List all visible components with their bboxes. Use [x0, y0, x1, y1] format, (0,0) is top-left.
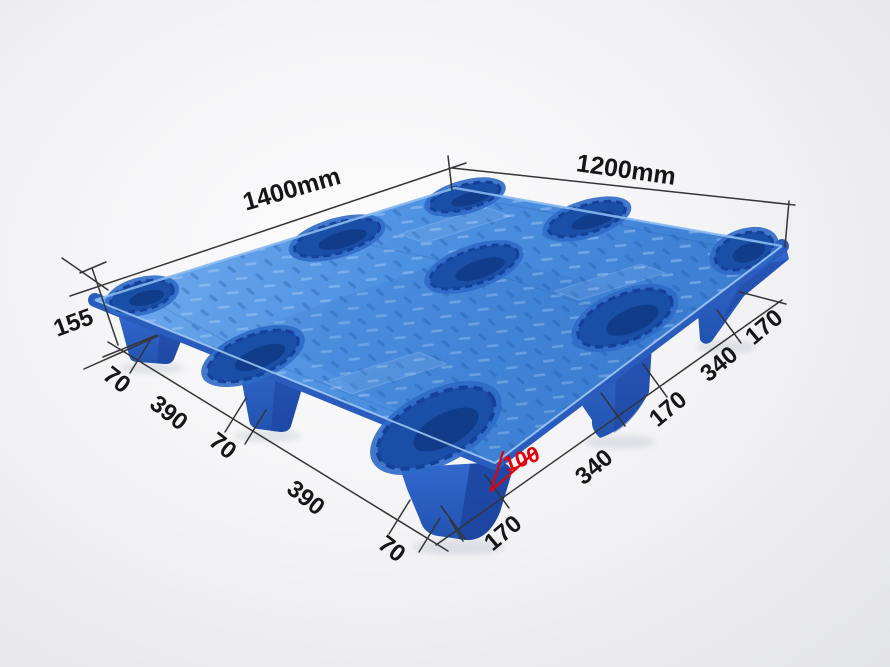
dim-line-left-edge — [102, 334, 449, 553]
dim-line-155 — [79, 261, 159, 370]
pallet-foot-hole — [424, 240, 524, 294]
dim-line-right-edge — [435, 291, 787, 546]
pallet — [88, 177, 789, 555]
pallet-front-edge-highlight — [94, 245, 783, 464]
pallet-back-edge-highlight — [94, 186, 783, 302]
dim-label-left-4: 70 — [373, 530, 411, 568]
dim-line-1400 — [61, 155, 467, 297]
dimension-annotations — [61, 155, 796, 553]
dim-label-left-2: 70 — [204, 427, 242, 465]
pallet-foot-hole — [288, 214, 386, 262]
pallet-foot-corner-right — [698, 246, 789, 344]
dim-label-155: 155 — [50, 303, 97, 342]
pallet-embossed-pads — [322, 206, 667, 395]
dim-line-1200 — [451, 167, 796, 248]
dim-label-1400: 1400mm — [240, 162, 344, 217]
dim-label-left-1: 390 — [145, 390, 193, 436]
pallet-front-shade — [250, 252, 700, 463]
dim-line-100-red — [489, 450, 536, 493]
pallet-top-texture — [95, 188, 782, 463]
dim-label-1200: 1200mm — [575, 149, 678, 191]
pallet-foot-hole — [201, 324, 305, 388]
pallet-holes — [104, 177, 779, 476]
pallet-foot-hole — [104, 275, 180, 317]
pallet-foot-hole — [424, 177, 506, 217]
pallet-foot-hole — [571, 283, 679, 353]
dim-label-left-3: 390 — [282, 475, 330, 521]
dim-label-right-1: 340 — [570, 444, 618, 490]
pallet-foot-hole — [370, 380, 502, 476]
